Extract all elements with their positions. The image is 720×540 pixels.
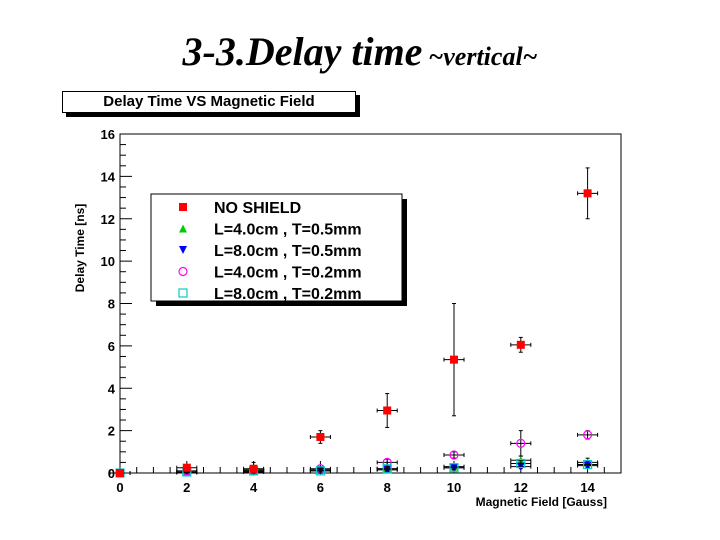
x-tick-label: 0 xyxy=(116,480,123,495)
data-point xyxy=(116,469,124,477)
data-point xyxy=(449,463,459,473)
legend-items: NO SHIELD L=4.0cm , T=0.5mm L=8.0cm , T=0.… xyxy=(178,200,362,303)
x-tick-label: 10 xyxy=(447,480,461,495)
slide-title-main: 3-3.Delay time xyxy=(182,29,423,74)
x-tick-labels: 0 2 4 6 8 10 12 14 xyxy=(116,480,595,495)
legend-label: L=4.0cm , T=0.5mm xyxy=(214,222,362,239)
x-tick-label: 6 xyxy=(317,480,324,495)
y-axis-label: Delay Time [ns] xyxy=(73,204,87,292)
y-tick-label: 8 xyxy=(108,297,115,312)
legend-marker xyxy=(179,246,187,254)
legend-box xyxy=(150,193,403,302)
y-tick-labels: 0246810121416 xyxy=(101,127,116,481)
y-tick-label: 12 xyxy=(101,212,115,227)
legend-label: NO SHIELD xyxy=(214,200,301,217)
legend-marker xyxy=(179,224,187,233)
legend-marker xyxy=(179,203,187,211)
x-tick-label: 4 xyxy=(250,480,258,495)
data-point xyxy=(582,430,593,440)
data-point xyxy=(383,406,392,415)
data-point xyxy=(583,189,592,198)
plot-title: Delay Time VS Magnetic Field xyxy=(62,91,356,113)
data-point xyxy=(315,466,325,476)
slide-title: 3-3.Delay time ~vertical~ xyxy=(0,28,720,75)
legend-label: L=8.0cm , T=0.5mm xyxy=(214,243,362,260)
y-tick-label: 4 xyxy=(108,381,116,396)
data-point xyxy=(516,458,526,469)
slide-title-subtitle: ~vertical~ xyxy=(428,42,538,71)
x-tick-label: 2 xyxy=(183,480,190,495)
data-point xyxy=(182,463,191,472)
data-point xyxy=(316,432,325,441)
legend-label: L=4.0cm , T=0.2mm xyxy=(214,265,362,282)
data-point xyxy=(450,355,458,364)
legend: NO SHIELD L=4.0cm , T=0.5mm L=8.0cm , T=0.… xyxy=(150,193,407,306)
data-points xyxy=(109,167,599,478)
data-point xyxy=(449,450,459,460)
data-point xyxy=(516,340,525,349)
x-axis-label: Magnetic Field [Gauss] xyxy=(476,495,607,509)
y-tick-label: 10 xyxy=(101,254,115,269)
x-tick-label: 12 xyxy=(514,480,528,495)
y-tick-label: 6 xyxy=(108,339,115,354)
x-tick-label: 14 xyxy=(580,480,595,495)
y-tick-label: 2 xyxy=(108,424,115,439)
legend-marker xyxy=(178,288,188,298)
data-point xyxy=(382,464,392,474)
data-point xyxy=(582,459,593,470)
y-tick-label: 14 xyxy=(101,169,116,184)
y-tick-label: 16 xyxy=(101,127,115,142)
legend-marker xyxy=(178,266,188,277)
data-point xyxy=(516,438,526,448)
x-tick-label: 8 xyxy=(384,480,391,495)
data-point xyxy=(249,464,258,473)
legend-label: L=8.0cm , T=0.2mm xyxy=(214,286,362,303)
